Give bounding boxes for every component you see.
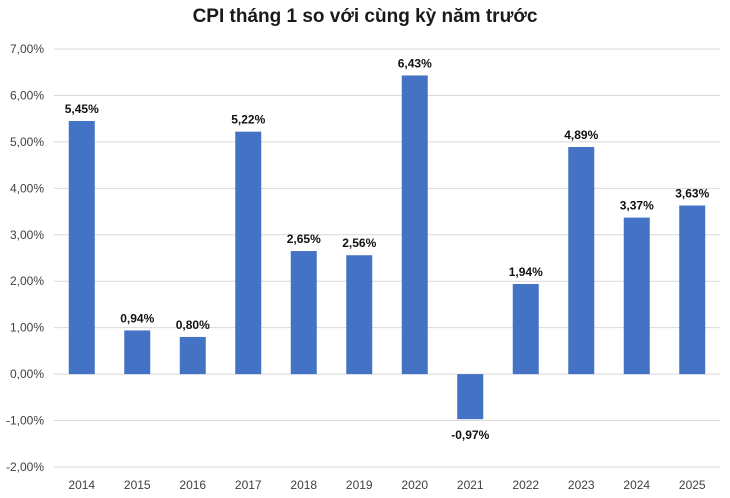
data-label: 6,43% [398, 56, 432, 70]
bars [68, 75, 706, 420]
y-axis-tick-labels: 7,00% 6,00% 5,00% 4,00% 3,00% 2,00% 1,00% 0,00%… [6, 42, 44, 474]
x-tick-label: 2023 [568, 478, 595, 492]
x-tick-label: 2016 [179, 478, 206, 492]
y-tick-label: 0,00% [10, 367, 44, 381]
x-tick-label: 2022 [512, 478, 539, 492]
data-label: 0,80% [176, 318, 210, 332]
data-label: 0,94% [120, 311, 154, 325]
data-label: 3,63% [675, 187, 709, 201]
bar-2019 [346, 255, 373, 375]
bar-2018 [290, 251, 317, 375]
bar-2024 [623, 217, 650, 375]
y-tick-label: 4,00% [10, 181, 44, 195]
y-tick-label: 7,00% [10, 42, 44, 56]
y-tick-label: 6,00% [10, 88, 44, 102]
y-tick-label: -1,00% [6, 414, 44, 428]
y-tick-label: 1,00% [10, 321, 44, 335]
bar-2014 [68, 120, 95, 375]
data-label: 3,37% [620, 199, 654, 213]
x-axis-tick-labels: 2014 2015 2016 2017 2018 2019 2020 2021 2022 2023… [68, 478, 706, 492]
x-tick-label: 2019 [346, 478, 373, 492]
bar-2016 [179, 336, 206, 375]
x-tick-label: 2025 [679, 478, 706, 492]
data-label: 4,89% [564, 128, 598, 142]
bar-2020 [401, 75, 428, 375]
chart-title: CPI tháng 1 so với cùng kỳ năm trước [192, 6, 538, 27]
data-label: 1,94% [509, 265, 543, 279]
x-tick-label: 2017 [235, 478, 262, 492]
data-labels: 5,45% 0,94% 0,80% 5,22% 2,65% 2,56% 6,43% -0,97… [65, 56, 710, 442]
gridlines [54, 48, 720, 468]
bar-2022 [512, 284, 539, 375]
y-tick-label: 5,00% [10, 135, 44, 149]
x-tick-label: 2020 [401, 478, 428, 492]
bar-2023 [568, 146, 595, 375]
y-tick-label: 3,00% [10, 228, 44, 242]
bar-2021 [457, 374, 484, 420]
bar-2017 [235, 131, 262, 375]
bar-2015 [124, 330, 151, 375]
x-tick-label: 2024 [623, 478, 650, 492]
x-tick-label: 2021 [457, 478, 484, 492]
data-label: 2,56% [342, 236, 376, 250]
data-label: 2,65% [287, 232, 321, 246]
y-tick-label: -2,00% [6, 460, 44, 474]
y-tick-label: 2,00% [10, 274, 44, 288]
data-label: 5,22% [231, 113, 265, 127]
x-tick-label: 2018 [290, 478, 317, 492]
data-label: 5,45% [65, 102, 99, 116]
data-label: -0,97% [451, 428, 489, 442]
x-tick-label: 2015 [124, 478, 151, 492]
x-tick-label: 2014 [68, 478, 95, 492]
bar-2025 [679, 205, 706, 375]
